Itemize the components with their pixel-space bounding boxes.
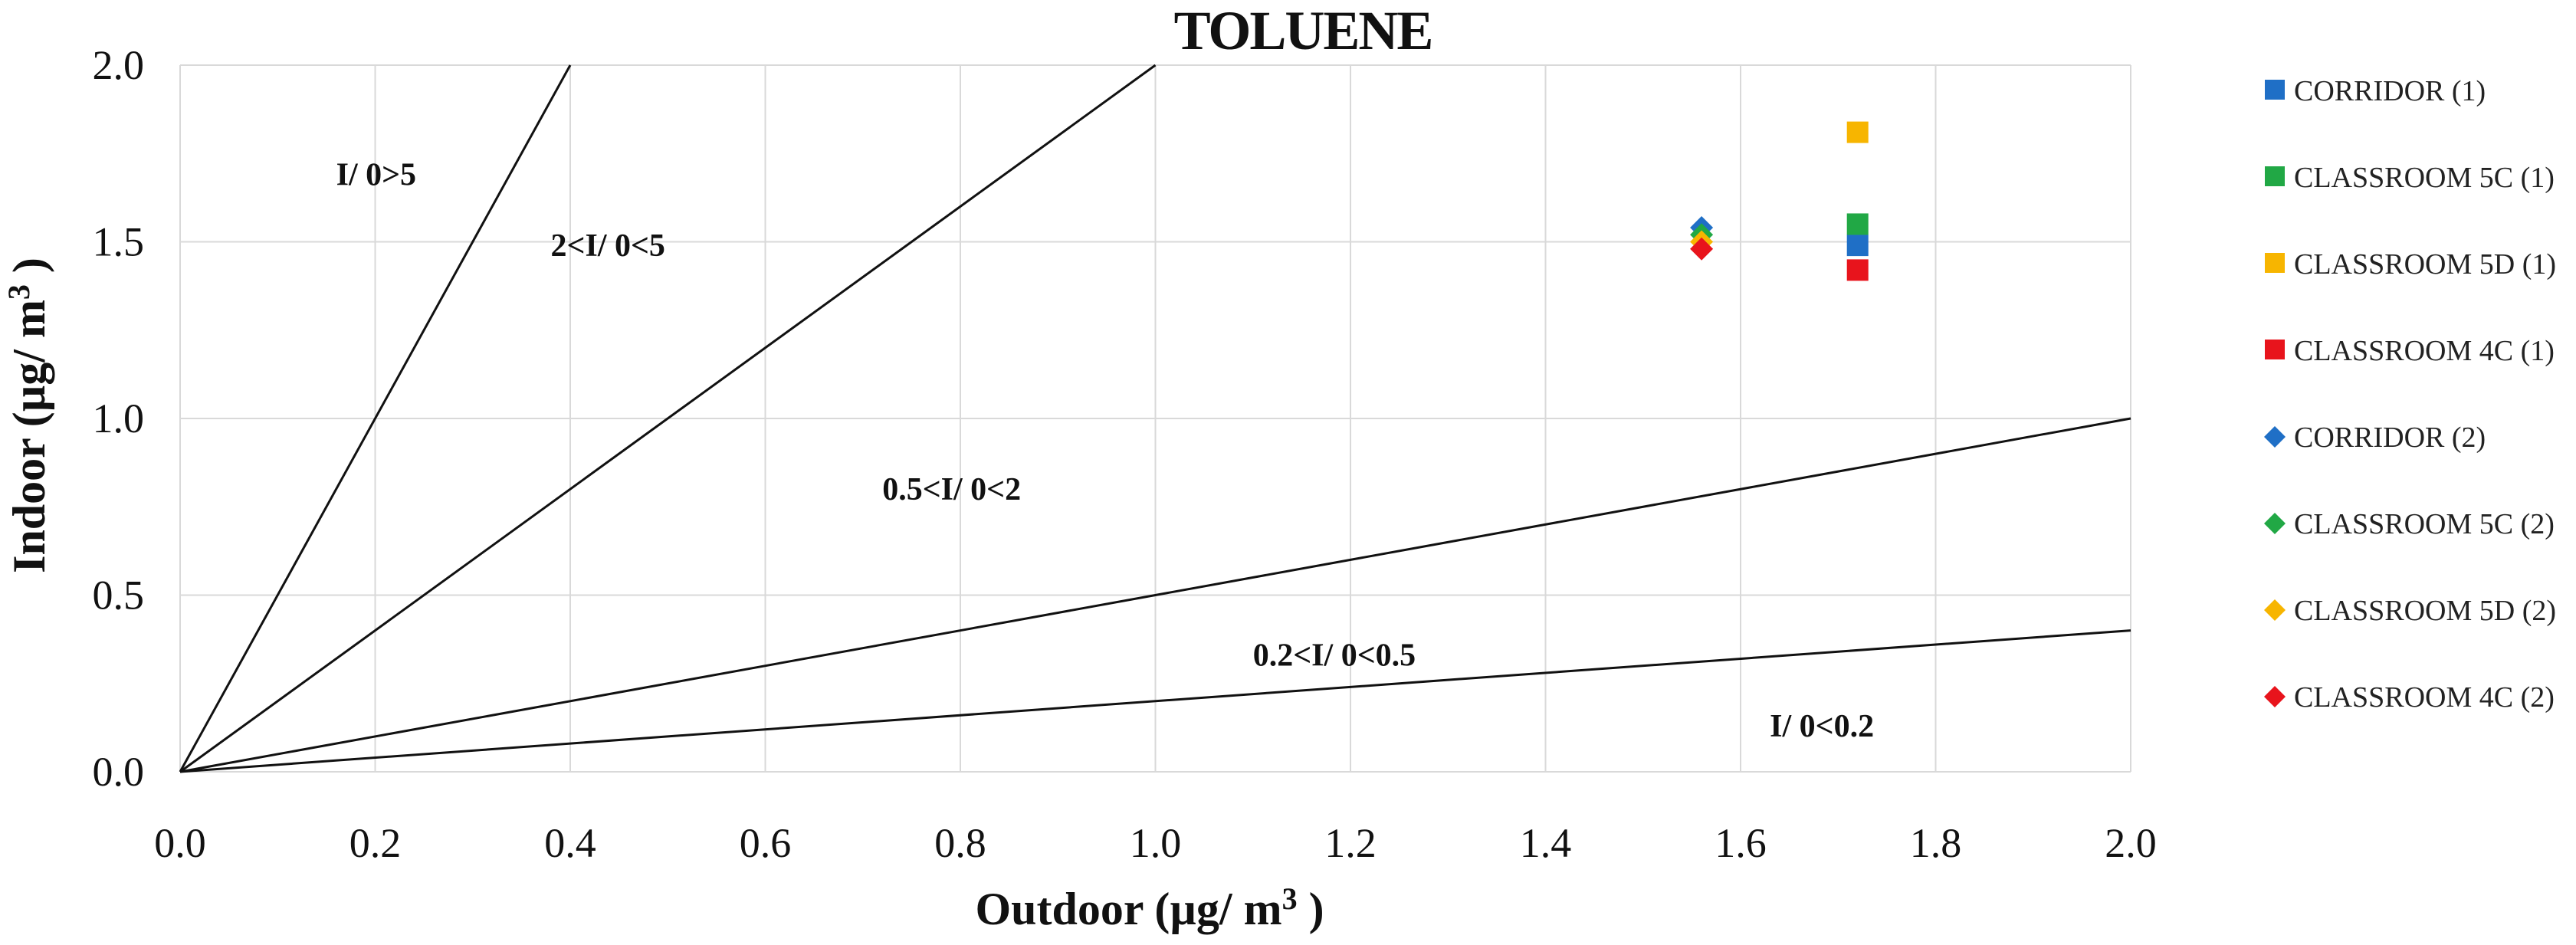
y-tick-label: 0.0 — [93, 749, 145, 795]
x-tick-labels: 0.0 0.2 0.4 0.6 0.8 1.0 1.2 1.4 1.6 1.8 2.0 — [154, 820, 2157, 866]
x-axis-title: Outdoor (µg/ m3 ) — [975, 881, 1324, 934]
reference-line-slope-0.5 — [179, 417, 2131, 773]
region-labels: I/ 0>5 2<I/ 0<5 0.5<I/ 0<2 0.2<I/ 0<0.5 I/ 0… — [336, 158, 1875, 744]
legend-label: CLASSROOM 5C (1) — [2294, 162, 2555, 194]
region-label: I/ 0<0.2 — [1770, 709, 1874, 744]
x-tick-label: 1.6 — [1715, 820, 1767, 866]
x-tick-label: 1.4 — [1520, 820, 1572, 866]
legend-label: CLASSROOM 4C (2) — [2294, 681, 2555, 714]
y-tick-label: 1.0 — [93, 395, 145, 441]
point-classroom-5d-1 — [1846, 121, 1869, 143]
legend-square-icon — [2265, 80, 2285, 100]
legend-item: CORRIDOR (2) — [2264, 422, 2486, 454]
data-points — [1690, 121, 1869, 281]
legend-item: CLASSROOM 5D (2) — [2264, 595, 2556, 627]
chart-title: TOLUENE — [1174, 0, 1432, 61]
legend-item: CLASSROOM 4C (2) — [2264, 681, 2555, 714]
legend-diamond-icon — [2264, 426, 2286, 448]
x-axis-title-superscript: 3 — [1282, 881, 1298, 916]
point-classroom-4c-1 — [1846, 259, 1869, 281]
point-classroom-5c-1 — [1846, 213, 1869, 235]
y-tick-label: 1.5 — [93, 219, 145, 265]
legend-label: CORRIDOR (1) — [2294, 75, 2486, 107]
legend-label: CORRIDOR (2) — [2294, 422, 2486, 454]
x-tick-label: 0.0 — [154, 820, 206, 866]
y-axis-title-end: ) — [4, 258, 54, 284]
y-axis-title: Indoor (µg/ m3 ) — [2, 258, 54, 573]
x-tick-label: 0.4 — [544, 820, 596, 866]
reference-line-slope-2 — [179, 64, 1157, 773]
legend-label: CLASSROOM 4C (1) — [2294, 335, 2555, 367]
point-classroom-4c-2 — [1690, 237, 1714, 261]
x-tick-label: 0.6 — [740, 820, 792, 866]
legend-diamond-icon — [2264, 513, 2286, 534]
region-label: 0.5<I/ 0<2 — [882, 472, 1021, 507]
legend-square-icon — [2265, 340, 2285, 359]
legend-item: CLASSROOM 4C (1) — [2265, 335, 2555, 367]
legend-diamond-icon — [2264, 599, 2286, 621]
legend-item: CORRIDOR (1) — [2265, 75, 2486, 107]
x-tick-label: 0.2 — [349, 820, 402, 866]
legend-item: CLASSROOM 5C (1) — [2265, 162, 2555, 194]
x-tick-label: 2.0 — [2105, 820, 2157, 866]
y-axis-title-superscript: 3 — [2, 284, 36, 300]
legend-label: CLASSROOM 5C (2) — [2294, 508, 2555, 540]
x-axis-title-main: Outdoor (µg/ m — [975, 884, 1281, 934]
legend-square-icon — [2265, 166, 2285, 186]
y-tick-label: 0.5 — [93, 573, 145, 619]
reference-line-slope-0.2 — [179, 629, 2131, 773]
legend-label: CLASSROOM 5D (2) — [2294, 595, 2556, 627]
legend: CORRIDOR (1) CLASSROOM 5C (1) CLASSROOM 5D… — [2264, 75, 2556, 714]
x-tick-label: 0.8 — [934, 820, 986, 866]
x-tick-label: 1.8 — [1910, 820, 1962, 866]
legend-item: CLASSROOM 5D (1) — [2265, 248, 2556, 281]
reference-lines — [179, 64, 2131, 773]
legend-square-icon — [2265, 253, 2285, 273]
region-label: 0.2<I/ 0<0.5 — [1253, 638, 1416, 674]
y-tick-labels: 0.0 0.5 1.0 1.5 2.0 — [93, 42, 145, 795]
region-label: I/ 0>5 — [336, 158, 416, 193]
legend-label: CLASSROOM 5D (1) — [2294, 248, 2556, 281]
reference-line-slope-5 — [179, 64, 572, 773]
y-tick-label: 2.0 — [93, 42, 145, 88]
x-tick-label: 1.0 — [1130, 820, 1182, 866]
point-corridor-1 — [1846, 235, 1869, 257]
legend-item: CLASSROOM 5C (2) — [2264, 508, 2555, 540]
x-axis-title-end: ) — [1298, 884, 1324, 934]
x-tick-label: 1.2 — [1324, 820, 1377, 866]
legend-diamond-icon — [2264, 686, 2286, 707]
y-axis-title-main: Indoor (µg/ m — [4, 300, 54, 573]
gridlines — [179, 64, 2131, 773]
region-label: 2<I/ 0<5 — [551, 228, 665, 264]
